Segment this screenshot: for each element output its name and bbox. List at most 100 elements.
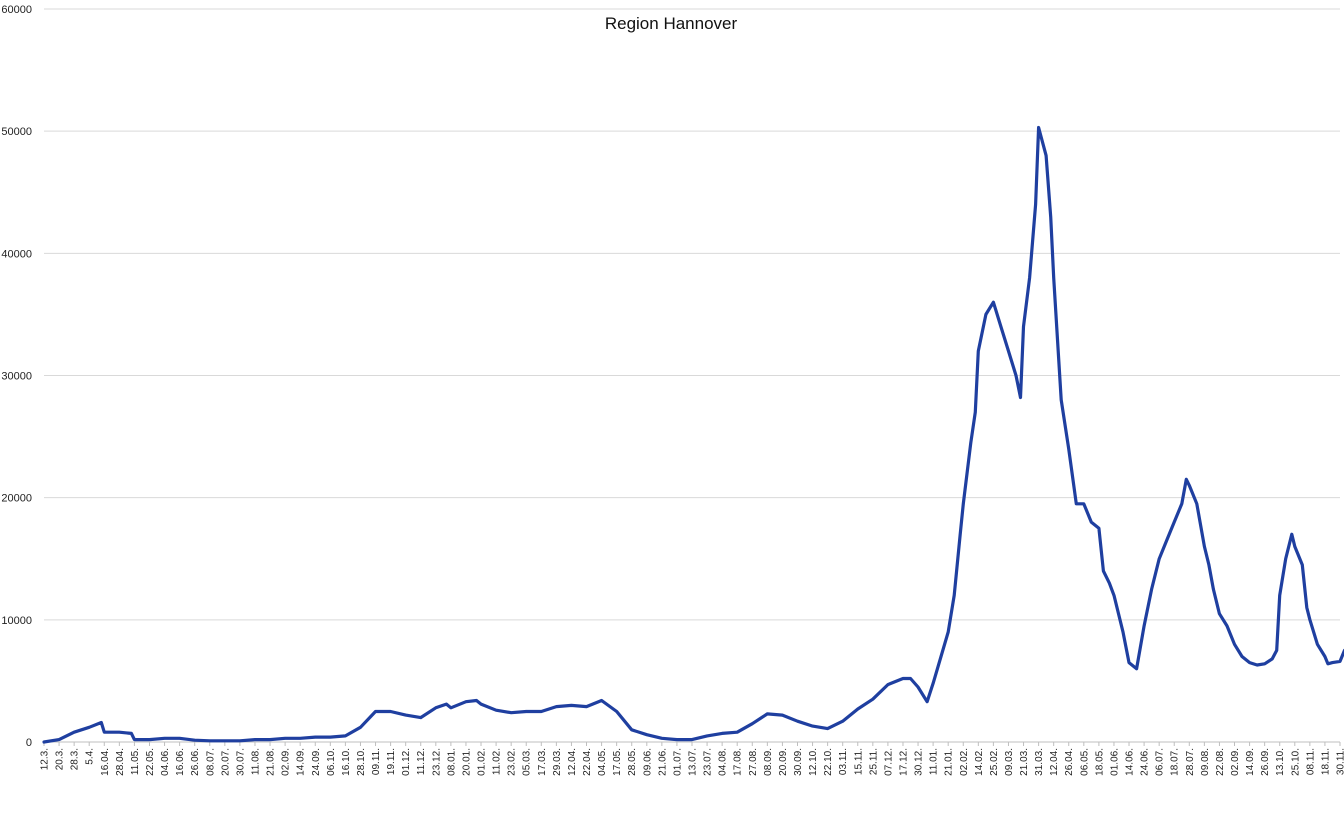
- y-tick-label: 50000: [1, 126, 32, 138]
- x-tick-label: 08.09.: [763, 748, 774, 776]
- x-tick-label: 14.09.: [1245, 748, 1256, 776]
- x-tick-label: 18.07.: [1170, 748, 1181, 776]
- x-tick-label: 01.06.: [1109, 748, 1120, 776]
- x-tick-label: 23.07.: [703, 748, 714, 776]
- x-tick-label: 12.04.: [1049, 748, 1060, 776]
- x-tick-label: 06.07.: [1155, 748, 1166, 776]
- x-tick-label: 20.01.: [461, 748, 472, 776]
- x-tick-label: 16.04.: [100, 748, 111, 776]
- y-tick-label: 0: [26, 737, 32, 749]
- x-tick-label: 28.05.: [627, 748, 638, 776]
- x-tick-label: 5.4.: [85, 748, 96, 765]
- x-tick-label: 21.01.: [944, 748, 955, 776]
- x-tick-label: 02.02.: [959, 748, 970, 776]
- x-tick-label: 05.03.: [522, 748, 533, 776]
- x-tick-label: 25.10.: [1290, 748, 1301, 776]
- x-tick-label: 01.12.: [401, 748, 412, 776]
- x-tick-label: 22.08.: [1215, 748, 1226, 776]
- x-tick-label: 04.08.: [718, 748, 729, 776]
- y-tick-label: 10000: [1, 615, 32, 627]
- x-tick-label: 03.11.: [838, 748, 849, 775]
- y-tick-label: 20000: [1, 493, 32, 505]
- x-tick-label: 16.10.: [341, 748, 352, 776]
- x-tick-label: 09.08.: [1200, 748, 1211, 776]
- x-axis-ticks: 12.3. 20.3. 28.3. 5.4. 16.04. 28.04. 11.05. 22.…: [40, 742, 1344, 776]
- x-tick-label: 20.09.: [778, 748, 789, 776]
- chart-title: Region Hannover: [605, 14, 738, 33]
- x-tick-label: 11.05.: [130, 748, 141, 775]
- x-tick-label: 16.06.: [175, 748, 186, 776]
- x-tick-label: 29.03.: [552, 748, 563, 776]
- series-line: [42, 125, 1344, 744]
- x-tick-label: 22.05.: [145, 748, 156, 776]
- x-tick-label: 11.02.: [492, 748, 503, 775]
- x-tick-label: 08.07.: [205, 748, 216, 776]
- x-tick-label: 21.08.: [266, 748, 277, 776]
- x-tick-label: 20.3.: [55, 748, 66, 770]
- x-tick-label: 13.10.: [1275, 748, 1286, 776]
- x-tick-label: 15.11.: [853, 748, 864, 775]
- x-tick-label: 18.05.: [1094, 748, 1105, 776]
- x-tick-label: 09.03.: [1004, 748, 1015, 776]
- x-tick-label: 09.06.: [642, 748, 653, 776]
- x-tick-label: 09.11.: [371, 748, 382, 775]
- x-tick-label: 22.10.: [823, 748, 834, 776]
- x-tick-label: 02.09.: [1230, 748, 1241, 776]
- x-tick-label: 14.06.: [1125, 748, 1136, 776]
- x-tick-label: 26.09.: [1260, 748, 1271, 776]
- x-tick-label: 30.09.: [793, 748, 804, 776]
- x-tick-label: 28.10.: [356, 748, 367, 776]
- x-tick-label: 12.3.: [40, 748, 51, 770]
- x-tick-label: 21.06.: [657, 748, 668, 776]
- x-tick-label: 12.10.: [808, 748, 819, 776]
- x-tick-label: 25.11.: [868, 748, 879, 775]
- x-tick-label: 31.03.: [1034, 748, 1045, 776]
- x-tick-label: 30.11.: [1336, 748, 1344, 775]
- x-tick-label: 04.05.: [597, 748, 608, 776]
- x-tick-label: 01.07.: [672, 748, 683, 776]
- x-tick-label: 30.07.: [235, 748, 246, 776]
- x-tick-label: 23.12.: [431, 748, 442, 776]
- x-tick-label: 23.02.: [507, 748, 518, 776]
- x-tick-label: 17.03.: [537, 748, 548, 776]
- y-tick-label: 40000: [1, 248, 32, 260]
- x-tick-label: 08.01.: [446, 748, 457, 776]
- x-tick-label: 11.01.: [929, 748, 940, 775]
- x-tick-label: 11.08.: [250, 748, 261, 775]
- x-tick-label: 02.09.: [281, 748, 292, 776]
- x-tick-label: 13.07.: [688, 748, 699, 776]
- x-tick-label: 22.04.: [582, 748, 593, 776]
- y-tick-label: 30000: [1, 371, 32, 383]
- x-tick-label: 28.04.: [115, 748, 126, 776]
- x-tick-label: 14.09.: [296, 748, 307, 776]
- y-tick-label: 60000: [1, 4, 32, 16]
- x-tick-label: 26.04.: [1064, 748, 1075, 776]
- x-tick-label: 17.12.: [898, 748, 909, 776]
- x-tick-label: 24.09.: [311, 748, 322, 776]
- x-tick-label: 17.08.: [733, 748, 744, 776]
- x-tick-label: 06.05.: [1079, 748, 1090, 776]
- x-tick-label: 24.06.: [1140, 748, 1151, 776]
- x-tick-label: 27.08.: [748, 748, 759, 776]
- y-axis-ticks: 0 10000 20000 30000 40000 50000 60000: [1, 4, 32, 749]
- x-tick-label: 19.11.: [386, 748, 397, 775]
- x-tick-label: 12.04.: [567, 748, 578, 776]
- x-tick-label: 11.12.: [416, 748, 427, 775]
- x-tick-label: 26.06.: [190, 748, 201, 776]
- x-tick-label: 06.10.: [326, 748, 337, 776]
- x-tick-label: 18.11.: [1320, 748, 1331, 775]
- x-tick-label: 30.12.: [914, 748, 925, 776]
- x-tick-label: 20.07.: [220, 748, 231, 776]
- gridlines: [44, 8, 1340, 743]
- x-tick-label: 04.06.: [160, 748, 171, 776]
- x-tick-label: 08.11.: [1305, 748, 1316, 775]
- x-tick-label: 01.02.: [477, 748, 488, 776]
- x-tick-label: 17.05.: [612, 748, 623, 776]
- x-tick-label: 21.03.: [1019, 748, 1030, 776]
- x-tick-label: 28.07.: [1185, 748, 1196, 776]
- x-tick-label: 25.02.: [989, 748, 1000, 776]
- x-tick-label: 28.3.: [70, 748, 81, 770]
- x-tick-label: 14.02.: [974, 748, 985, 776]
- x-tick-label: 07.12.: [883, 748, 894, 776]
